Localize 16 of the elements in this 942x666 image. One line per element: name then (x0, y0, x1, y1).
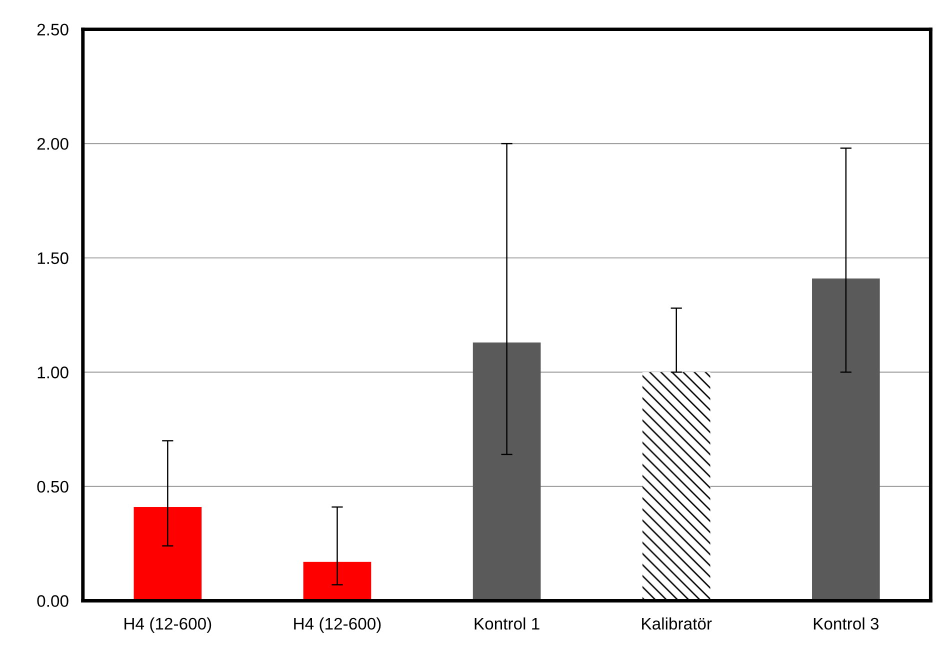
x-tick-label: H4 (12-600) (124, 617, 212, 633)
bar (642, 372, 710, 601)
x-tick-label: Kalibratör (642, 617, 712, 630)
bar (134, 507, 202, 601)
x-tick-label: Kontrol 3 (814, 617, 879, 630)
bar (303, 562, 372, 601)
y-tick-label: 1.00 (38, 366, 68, 378)
bar (472, 342, 541, 601)
y-tick-label: 1.50 (38, 252, 68, 264)
y-tick-label: 2.00 (37, 138, 68, 150)
bar (812, 278, 880, 601)
y-tick-label: 0.50 (37, 480, 68, 493)
y-tick-label: 2.50 (37, 24, 68, 36)
x-tick-label: H4 (12-600) (294, 617, 381, 633)
y-tick-label: 0.00 (37, 595, 68, 607)
x-tick-label: Kontrol 1 (474, 617, 540, 630)
